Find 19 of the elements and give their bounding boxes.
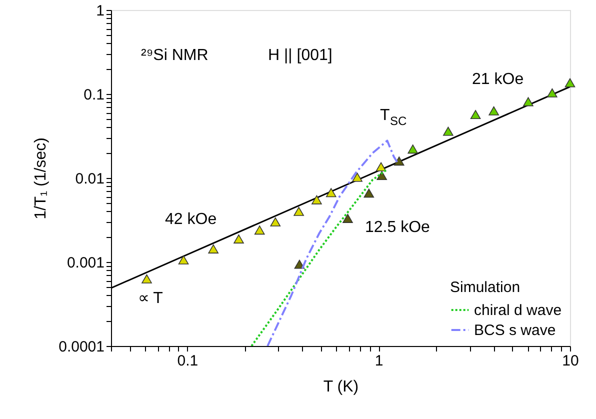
- x-axis-title: T (K): [323, 378, 359, 396]
- y-tick-label: 0.1: [84, 86, 104, 104]
- y-tick-label: 0.01: [75, 170, 104, 188]
- legend-title: Simulation: [450, 279, 520, 296]
- legend-label: chiral d wave: [474, 302, 562, 319]
- annotation: 42 kOe: [165, 211, 217, 228]
- legend-label: BCS s wave: [474, 322, 556, 339]
- annotation: H || [001]: [268, 47, 332, 64]
- y-tick-label: 0.001: [66, 254, 104, 272]
- annotation: ∝ T: [138, 290, 164, 307]
- x-tick-label: 0.1: [177, 352, 198, 370]
- y-axis-title: 1/T₁ (1/sec): [32, 138, 50, 220]
- y-tick-label: 0.0001: [58, 338, 104, 356]
- x-tick-label: 1: [374, 352, 384, 370]
- annotation: ²⁹Si NMR: [141, 47, 208, 64]
- x-tick-label: 10: [562, 352, 579, 370]
- annotation: 21 kOe: [472, 71, 524, 88]
- y-tick-label: 1: [96, 2, 104, 20]
- annotation: 12.5 kOe: [365, 219, 430, 236]
